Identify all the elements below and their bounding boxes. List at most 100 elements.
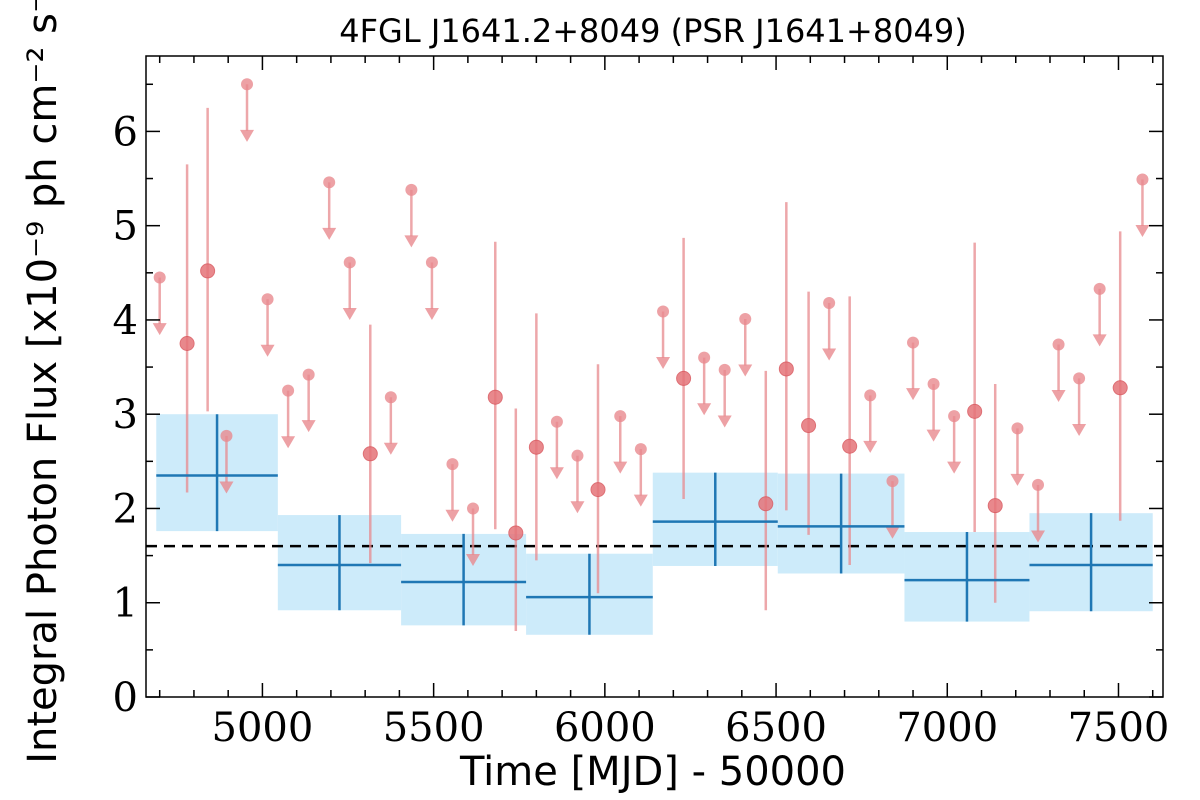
coarse-bin-bands — [156, 414, 1153, 635]
detection-point — [1112, 380, 1128, 396]
detection-point — [758, 496, 774, 512]
upper-limit-arrow — [1031, 530, 1046, 543]
detection-point — [528, 439, 544, 455]
upper-limit-arrow — [697, 403, 712, 416]
upper-limit-arrow — [383, 442, 398, 455]
y-tick-label: 6 — [113, 109, 138, 155]
upper-limit-point — [153, 271, 166, 284]
y-axis-label: Integral Photon Flux [x10⁻⁹ ph cm⁻² s⁻¹] — [20, 0, 66, 764]
detection-point — [987, 498, 1003, 514]
upper-limit-arrow — [1051, 390, 1066, 403]
plot-frame — [145, 55, 1164, 698]
x-tick-label: 6000 — [554, 705, 656, 751]
detection-point — [676, 370, 692, 386]
detection-point — [801, 418, 817, 434]
upper-limit-arrow — [260, 344, 275, 357]
detection-point — [590, 482, 606, 498]
coarse-bin-crosses — [156, 414, 1153, 635]
upper-limit-point — [467, 502, 480, 515]
upper-limit-arrow — [342, 307, 357, 320]
upper-limit-arrow — [281, 436, 296, 449]
upper-limit-arrow — [424, 307, 439, 320]
detection-point — [487, 389, 503, 405]
y-tick-label: 0 — [113, 675, 138, 721]
upper-limit-point — [446, 458, 459, 471]
upper-limit-arrow — [1010, 473, 1025, 486]
upper-limit-point — [261, 293, 274, 306]
upper-limit-point — [550, 415, 563, 428]
detection-point — [200, 263, 216, 279]
upper-limit-arrow — [906, 388, 921, 401]
detection-point — [179, 336, 195, 352]
upper-limit-point — [343, 256, 356, 269]
upper-limit-point — [634, 443, 647, 456]
upper-limit-point — [302, 368, 315, 381]
upper-limit-point — [886, 475, 899, 488]
x-tick-label: 6500 — [725, 705, 827, 751]
upper-limit-arrow — [219, 481, 234, 494]
upper-limit-arrow — [322, 227, 337, 240]
upper-limit-point — [282, 384, 295, 397]
upper-limit-arrow — [656, 357, 671, 370]
upper-limit-arrow — [633, 494, 648, 507]
upper-limit-point — [384, 391, 397, 404]
upper-limit-arrow — [549, 467, 564, 480]
detection-point — [778, 361, 794, 377]
upper-limit-arrow — [822, 348, 837, 361]
upper-limit-point — [1011, 422, 1024, 435]
upper-limit-arrow — [1092, 334, 1107, 347]
upper-limit-point — [864, 389, 877, 402]
upper-limit-point — [323, 176, 336, 189]
upper-limit-arrow — [240, 129, 255, 142]
upper-limit-point — [1073, 372, 1086, 385]
upper-limit-point — [823, 296, 836, 309]
upper-limit-point — [1032, 478, 1045, 491]
axis-ticks — [146, 56, 1163, 698]
fine-bin-points — [152, 78, 1150, 632]
upper-limit-arrow — [152, 323, 167, 336]
upper-limit-point — [220, 429, 233, 442]
detection-point — [508, 525, 524, 541]
upper-limit-arrow — [947, 461, 962, 474]
upper-limit-arrow — [738, 364, 753, 377]
upper-limit-point — [425, 256, 438, 269]
upper-limit-point — [907, 336, 920, 349]
x-tick-labels: 5000 5500 6000 6500 7000 7500 — [212, 705, 1170, 751]
x-tick-label: 7500 — [1068, 705, 1170, 751]
upper-limit-arrow — [301, 420, 316, 433]
upper-limit-arrow — [926, 429, 941, 442]
y-tick-label: 3 — [113, 392, 138, 438]
upper-limit-arrow — [404, 235, 419, 248]
upper-limit-point — [948, 410, 961, 423]
chart-title: 4FGL J1641.2+8049 (PSR J1641+8049) — [339, 12, 967, 50]
upper-limit-point — [1136, 173, 1149, 186]
x-tick-label: 5000 — [212, 705, 314, 751]
x-tick-label: 7000 — [896, 705, 998, 751]
upper-limit-point — [657, 305, 670, 318]
upper-limit-arrow — [445, 509, 460, 522]
y-tick-label: 2 — [113, 486, 138, 532]
upper-limit-arrow — [1135, 225, 1150, 238]
y-tick-label: 1 — [113, 581, 138, 627]
y-tick-label: 5 — [113, 204, 138, 250]
upper-limit-arrow — [1072, 423, 1087, 436]
detection-point — [842, 438, 858, 454]
upper-limit-point — [571, 449, 584, 462]
upper-limit-arrow — [466, 554, 481, 567]
detection-point — [967, 403, 983, 419]
upper-limit-point — [718, 363, 731, 376]
upper-limit-point — [739, 312, 752, 325]
x-tick-label: 5500 — [383, 705, 485, 751]
y-tick-label: 4 — [113, 298, 138, 344]
x-axis-label: Time [MJD] - 50000 — [459, 749, 846, 795]
upper-limit-arrow — [613, 461, 628, 474]
upper-limit-point — [1093, 282, 1106, 295]
detection-point — [362, 446, 378, 462]
upper-limit-point — [927, 378, 940, 391]
upper-limit-point — [1052, 338, 1065, 351]
upper-limit-arrow — [717, 415, 732, 428]
upper-limit-arrow — [863, 440, 878, 453]
upper-limit-point — [614, 410, 627, 423]
upper-limit-point — [241, 78, 254, 91]
